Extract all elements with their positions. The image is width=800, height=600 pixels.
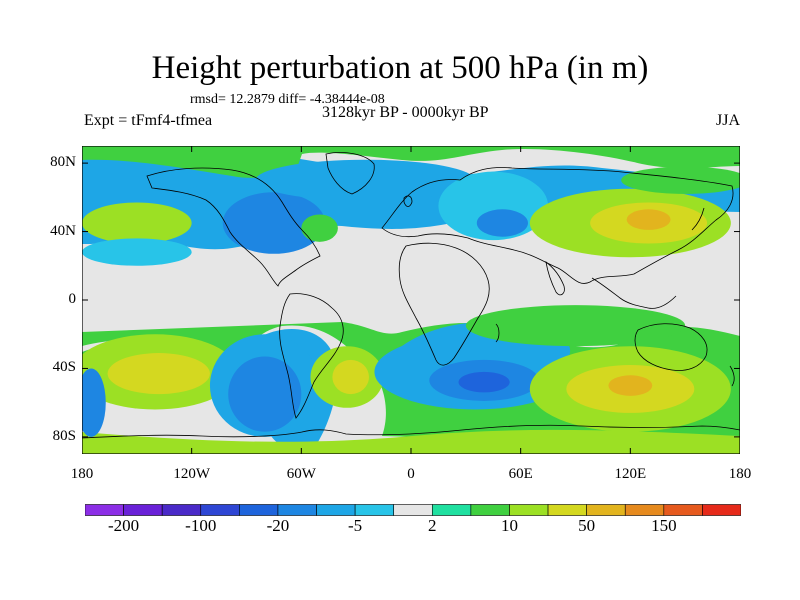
contour-anomaly-25: [465, 305, 686, 347]
x-tick-label: 120E: [614, 466, 647, 482]
colorbar-box: [316, 504, 356, 516]
colorbar-box: [354, 504, 395, 516]
y-tick-label: 40N: [50, 222, 76, 239]
contour-anomaly-1: [222, 192, 326, 254]
x-tick-label: 0: [407, 466, 415, 482]
colorbar-box: [393, 504, 433, 516]
stats-string: rmsd= 12.2879 diff= -4.38444e-08: [190, 92, 385, 107]
coast-southeast-asia: [591, 277, 677, 309]
x-tick-label: 60E: [508, 466, 533, 482]
plot-title: Height perturbation at 500 hPa (in m): [151, 50, 649, 86]
colorbar-box: [663, 504, 703, 516]
contour-anomalies: [82, 159, 740, 437]
coast-antarctica: [82, 424, 740, 439]
contour-anomaly-11: [82, 238, 192, 266]
contour-anomaly-24: [82, 368, 106, 437]
colorbar-box: [586, 504, 626, 516]
colorbar-box: [547, 504, 587, 516]
coast-europe-asia: [381, 167, 734, 284]
colorbar-label: -5: [348, 516, 363, 535]
colorbar-label: 150: [651, 516, 677, 535]
colorbar: [85, 504, 741, 516]
colorbar-label: -100: [185, 516, 217, 535]
contour-anomaly-20: [458, 371, 510, 393]
y-tick-label: 80S: [52, 427, 76, 444]
experiment-label: Expt = tFmf4-tfmea: [84, 112, 213, 129]
coast-new-zealand: [729, 365, 735, 387]
colorbar-label: 2: [428, 516, 437, 535]
colorbar-box: [470, 504, 510, 516]
y-tick-label: 0: [68, 291, 77, 307]
x-tick-label: 180: [728, 466, 752, 482]
colorbar-box: [702, 504, 741, 516]
contour-anomaly-3: [255, 159, 475, 201]
contour-anomaly-5: [476, 209, 528, 237]
nh-green-band: [82, 146, 740, 178]
colorbar-box: [239, 504, 279, 516]
coastlines: [82, 152, 740, 439]
coast-india: [545, 261, 565, 296]
colorbar-box: [200, 504, 240, 516]
colorbar-box: [85, 504, 124, 516]
contour-anomaly-23: [608, 375, 653, 396]
map-panel: [82, 146, 740, 454]
contour-anomaly-8: [626, 209, 671, 230]
contour-anomaly-17: [332, 359, 369, 395]
contour-anomaly-9: [621, 166, 740, 194]
colorbar-box: [161, 504, 202, 516]
contour-anomaly-10: [82, 202, 192, 244]
coast-north-america: [146, 167, 321, 287]
coast-japan: [691, 207, 705, 231]
period-label: 3128kyr BP - 0000kyr BP: [322, 104, 489, 121]
x-tick-label: 180: [70, 466, 94, 482]
colorbar-label: 50: [578, 516, 596, 535]
x-tick-label: 120W: [173, 466, 210, 482]
colorbar-box: [431, 504, 472, 516]
coast-greenland: [325, 152, 375, 195]
colorbar-box: [277, 504, 317, 516]
colorbar-box: [624, 504, 665, 516]
coast-africa: [398, 242, 490, 366]
coast-australia: [634, 323, 708, 371]
coast-uk: [403, 195, 413, 207]
coast-south-america: [279, 293, 344, 419]
y-tick-label: 40S: [52, 359, 76, 376]
contour-anomaly-15: [228, 356, 302, 432]
axis-ticks: [82, 146, 740, 454]
x-tick-label: 60W: [286, 466, 316, 482]
season-label: JJA: [716, 112, 741, 129]
contour-anomaly-13: [107, 353, 210, 395]
colorbar-label: -20: [266, 516, 290, 535]
colorbar-box: [509, 504, 549, 516]
colorbar-box: [123, 504, 163, 516]
colorbar-label: 10: [500, 516, 518, 535]
colorbar-label: -200: [107, 516, 140, 535]
y-tick-label: 80N: [50, 154, 76, 171]
antarctic-band: [82, 429, 740, 454]
coast-madagascar: [495, 323, 500, 343]
contour-anomaly-2: [301, 214, 338, 242]
